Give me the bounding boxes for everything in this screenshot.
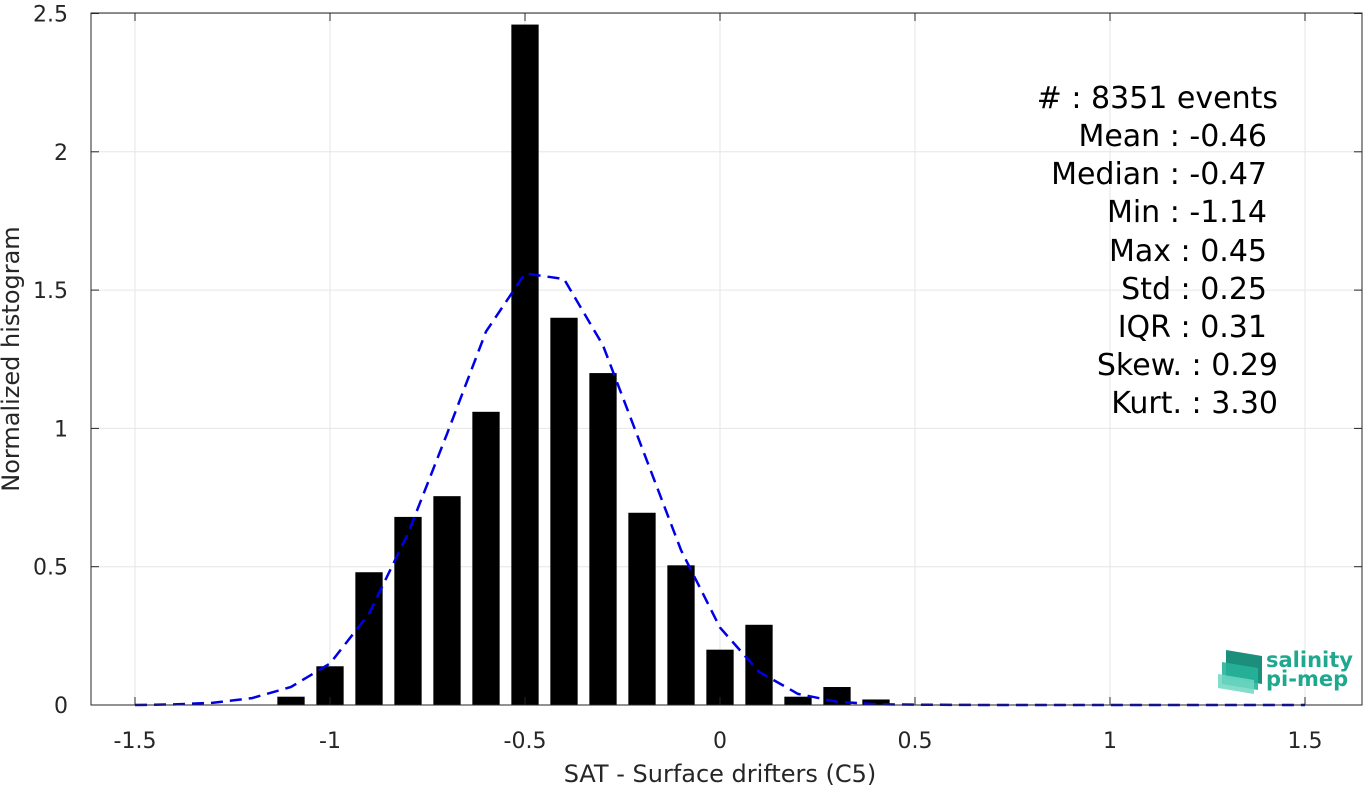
histogram-bar <box>667 565 695 705</box>
y-tick-label: 1.5 <box>33 279 68 304</box>
bars <box>277 24 890 705</box>
histogram-bar <box>862 699 890 705</box>
histogram-bar <box>277 696 305 705</box>
x-tick-label: 0 <box>713 729 727 754</box>
logo-line1: salinity <box>1266 648 1353 672</box>
stat-median: Median : -0.47 <box>1051 157 1267 192</box>
x-axis-label: SAT - Surface drifters (C5) <box>564 760 877 785</box>
histogram-bar <box>745 624 773 705</box>
histogram-bar <box>784 696 812 705</box>
y-axis-label: Normalized histogram <box>0 226 25 491</box>
tick-labels: -1.5 -1 -0.5 0 0.5 1 1.5 0 0.5 1 1.5 2 2.5 <box>33 3 1323 755</box>
y-tick-label: 1 <box>54 417 68 442</box>
histogram-bar <box>472 411 500 705</box>
stat-iqr: IQR : 0.31 <box>1118 310 1267 345</box>
histogram-bar <box>706 649 734 705</box>
x-tick-label: 1.5 <box>1288 729 1323 754</box>
x-tick-label: -0.5 <box>504 729 547 754</box>
x-tick-label: -1 <box>319 729 341 754</box>
histogram-bar <box>394 516 422 705</box>
stat-std: Std : 0.25 <box>1121 272 1267 307</box>
stat-skew: Skew. : 0.29 <box>1097 348 1278 383</box>
y-tick-label: 0.5 <box>33 556 68 581</box>
histogram-bar <box>589 373 617 705</box>
salinity-pi-mep-logo: salinity pi-mep <box>1218 648 1353 694</box>
y-tick-label: 2 <box>54 141 68 166</box>
histogram-bar <box>433 496 461 705</box>
plot-frame <box>90 12 1363 706</box>
histogram-bar <box>511 24 539 705</box>
axes <box>90 12 1363 706</box>
histogram-bar <box>550 317 578 705</box>
logo-line2: pi-mep <box>1266 667 1348 691</box>
stats-panel: # : 8351 events Mean : -0.46 Median : -0… <box>1037 81 1278 421</box>
stat-mean: Mean : -0.46 <box>1078 119 1267 154</box>
y-tick-label: 0 <box>54 694 68 719</box>
stat-min: Min : -1.14 <box>1107 195 1267 230</box>
histogram-bar <box>628 512 656 705</box>
x-tick-label: -1.5 <box>114 729 157 754</box>
logo-mark-icon <box>1218 650 1262 694</box>
x-tick-label: 1 <box>1103 729 1117 754</box>
x-tick-label: 0.5 <box>898 729 933 754</box>
stat-events: # : 8351 events <box>1037 81 1278 116</box>
stat-kurt: Kurt. : 3.30 <box>1111 386 1278 421</box>
y-tick-label: 2.5 <box>33 3 68 28</box>
stat-max: Max : 0.45 <box>1109 234 1267 269</box>
